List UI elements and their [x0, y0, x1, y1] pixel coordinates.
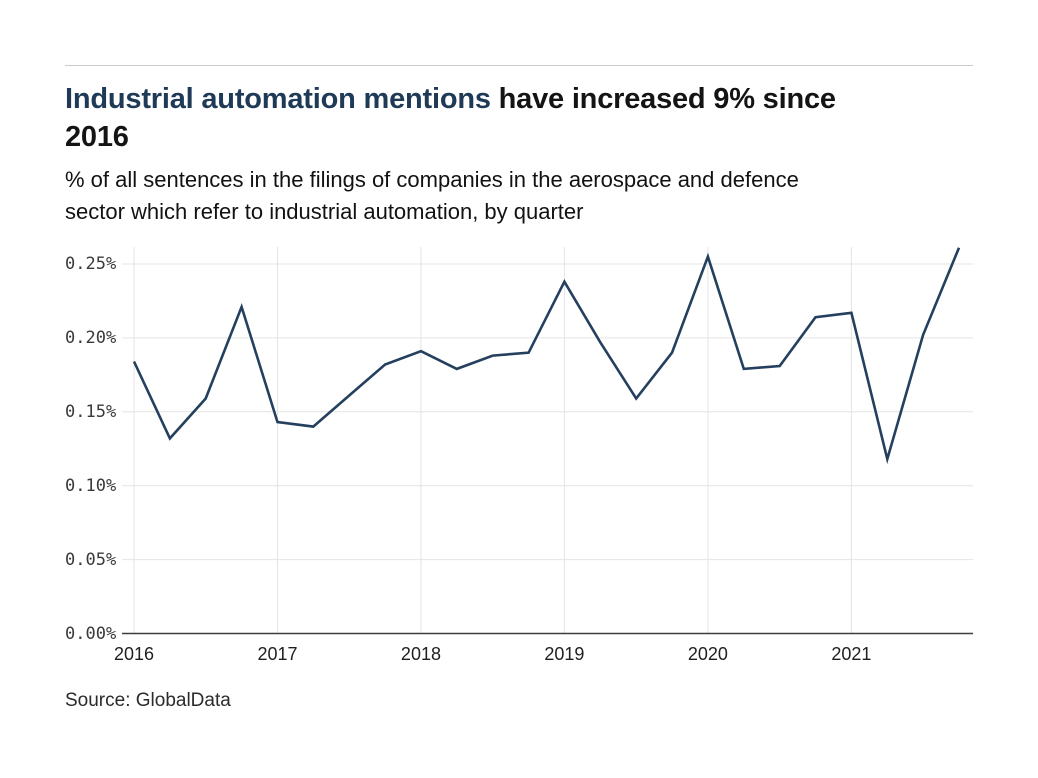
top-divider [65, 65, 973, 66]
x-axis-tick-label: 2019 [544, 644, 585, 664]
y-axis-tick-label: 0.05% [65, 549, 117, 570]
page-title: Industrial automation mentions have incr… [65, 80, 980, 156]
y-axis-tick-label: 0.25% [65, 254, 117, 274]
y-axis-tick-label: 0.20% [65, 327, 117, 348]
y-axis-tick-label: 0.00% [65, 623, 117, 644]
series-line-industrial-automation [132, 247, 961, 465]
x-axis-tick-label: 2021 [831, 644, 872, 664]
title-rest-line2: 2016 [65, 121, 129, 153]
x-axis-tick-label: 2016 [113, 644, 155, 664]
subtitle-line1: % of all sentences in the filings of com… [65, 167, 799, 192]
chart-subtitle: % of all sentences in the filings of com… [65, 164, 980, 228]
source-label: Source: GlobalData [65, 690, 231, 711]
title-highlight: Industrial automation mentions [65, 83, 491, 115]
x-axis-tick-label: 2018 [400, 644, 441, 664]
x-axis-tick-label: 2020 [687, 644, 728, 664]
subtitle-line2: sector which refer to industrial automat… [65, 199, 584, 224]
x-axis-tick-label: 2017 [257, 644, 298, 664]
y-axis-tick-label: 0.15% [65, 401, 117, 422]
y-axis-tick-label: 0.10% [65, 475, 117, 496]
title-rest-line1: have increased 9% since [498, 83, 836, 115]
